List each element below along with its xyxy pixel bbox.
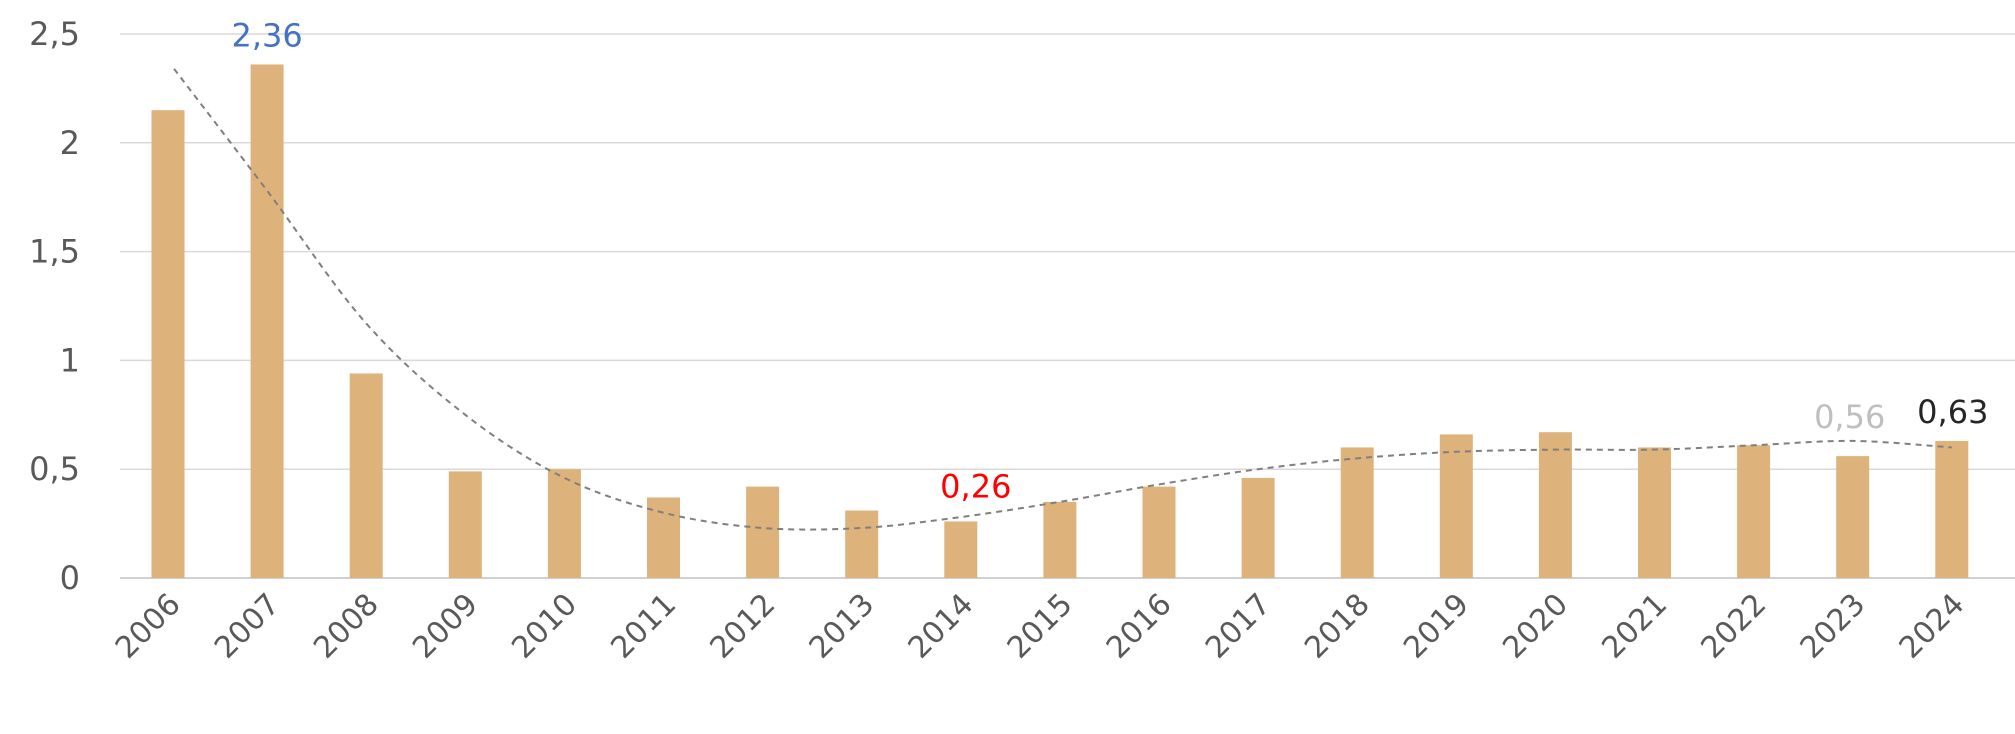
data-label-2023: 0,56 [1814,398,1885,436]
x-tick-label: 2013 [803,587,882,666]
trendline [173,68,1952,531]
bar-2014 [944,521,978,578]
x-axis: 2006 2007 2008 2009 2010 2011 2012 2013 2014 2015… [109,587,1972,666]
x-tick-label: 2019 [1397,587,1476,666]
bar-2024 [1935,440,1969,578]
data-label-2024: 0,63 [1917,393,1988,431]
bar-2023 [1836,456,1870,578]
x-tick-label: 2017 [1199,587,1278,666]
y-tick-label: 2 [60,124,80,162]
x-tick-label: 2006 [109,587,188,666]
x-tick-label: 2016 [1100,587,1179,666]
x-tick-label: 2014 [902,587,981,666]
y-axis: 0 0,5 1 1,5 2 2,5 [29,15,80,597]
bar-2020 [1538,432,1572,578]
y-tick-label: 0 [60,559,80,597]
x-tick-label: 2023 [1794,587,1873,666]
x-tick-label: 2010 [505,587,584,666]
bar-2018 [1340,447,1374,578]
x-tick-label: 2015 [1001,587,1080,666]
x-tick-label: 2007 [208,587,287,666]
bar-2017 [1241,477,1275,578]
y-tick-label: 0,5 [29,450,80,488]
y-tick-label: 1,5 [29,233,80,271]
bar-2012 [746,486,780,578]
bar-2022 [1737,445,1771,578]
bar-2007 [250,64,284,579]
bar-2009 [448,471,482,578]
data-label-2014: 0,26 [940,467,1011,505]
bar-2015 [1043,501,1077,578]
data-label-2007: 2,36 [231,16,302,54]
x-tick-label: 2008 [307,587,386,666]
bar-2008 [349,373,383,578]
bar-2019 [1439,434,1473,578]
chart-gridlines [120,33,2015,579]
data-labels: 2,36 0,26 0,56 0,63 [231,16,1988,505]
x-tick-label: 2012 [704,587,783,666]
bar-2013 [845,510,879,578]
x-tick-label: 2018 [1298,587,1377,666]
x-tick-label: 2021 [1595,587,1674,666]
bar-2021 [1638,447,1671,578]
bar-2016 [1142,486,1176,578]
bar-2010 [547,469,581,578]
y-tick-label: 2,5 [29,15,80,53]
bar-2011 [647,497,680,578]
chart-bars [151,64,1969,579]
y-tick-label: 1 [60,341,80,379]
x-tick-label: 2024 [1893,587,1972,666]
x-tick-label: 2009 [406,587,485,666]
bar-2006 [151,110,185,578]
x-tick-label: 2020 [1496,587,1575,666]
x-tick-label: 2011 [604,587,683,666]
x-tick-label: 2022 [1695,587,1774,666]
